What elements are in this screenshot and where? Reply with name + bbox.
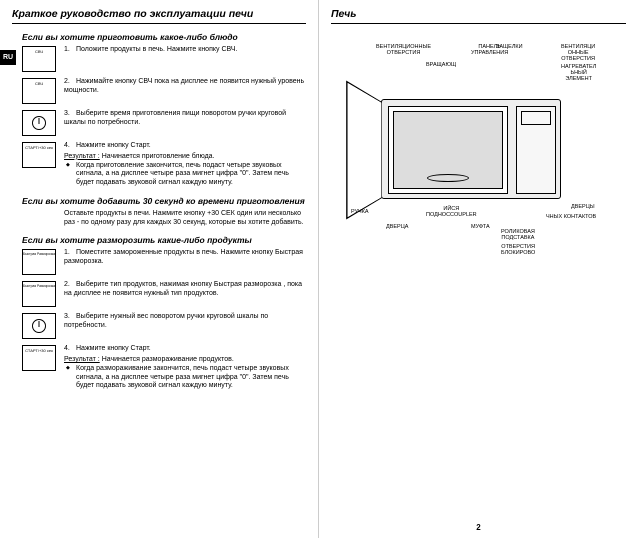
label-door: ДВЕРЦА [386, 224, 408, 230]
oven-diagram: ВЕНТИЛЯЦИОННЫЕ ОТВЕРСТИЯ ПАНЕЛЬ УПРАВЛЕН… [331, 44, 616, 254]
ru-tab: RU [0, 50, 16, 65]
step-icon: СВЧ [22, 78, 56, 104]
label-safety: ЧНЫХ КОНТАКТОВ [546, 214, 596, 220]
step-icon: СТАРТ/+30 сек [22, 345, 56, 371]
section3-steps: Быстрая Разморозка 1.Поместите заморожен… [22, 249, 306, 391]
label-muft: МУФТА [471, 224, 490, 230]
section1-heading: Если вы хотите приготовить какое-либо бл… [22, 32, 306, 42]
section2-heading: Если вы хотите добавить 30 секунд ко вре… [22, 196, 306, 206]
label-dvercy: ДВЕРЦЫ [571, 204, 595, 210]
step-icon [22, 110, 56, 136]
step: Оставьте продукты в печи. Нажмите кнопку… [22, 210, 306, 228]
label-handle: РУЧКА [351, 209, 369, 215]
label-heater: НАГРЕВАТЕЛ ЬНЫЙ ЭЛЕМЕНТ [561, 64, 596, 82]
label-latch: ЗАЩЕЛКИ [496, 44, 523, 50]
label-roller: РОЛИКОВАЯ ПОДСТАВКА [501, 229, 535, 241]
step-icon: СТАРТ/+30 сек [22, 142, 56, 168]
step: СВЧ 2.Нажимайте кнопку СВЧ пока на диспл… [22, 78, 306, 104]
right-column: Печь ВЕНТИЛЯЦИОННЫЕ ОТВЕРСТИЯ ПАНЕЛЬ УПР… [319, 0, 638, 538]
left-title: Краткое руководство по эксплуатации печи [12, 8, 306, 24]
label-vent2: ВЕНТИЛЯЦИ ОННЫЕ ОТВЕРСТИЯ [561, 44, 595, 62]
section1-steps: СВЧ 1.Положите продукты в печь. Нажмите … [22, 46, 306, 188]
step-icon: СВЧ [22, 46, 56, 72]
oven-cavity [393, 111, 503, 189]
step-icon: Быстрая Разморозка [22, 249, 56, 275]
step-icon: Быстрая Разморозка [22, 281, 56, 307]
oven-door [346, 80, 382, 219]
dial-icon [32, 116, 46, 130]
oven-body [381, 99, 561, 199]
step: Быстрая Разморозка 1.Поместите заморожен… [22, 249, 306, 275]
step: СТАРТ/+30 сек 4.Нажмите кнопку Старт. Ре… [22, 345, 306, 391]
label-coupler: ИЙСЯ ПОДНОСCOUPLER [426, 206, 477, 218]
step: Быстрая Разморозка 2.Выберите тип продук… [22, 281, 306, 307]
step: СТАРТ/+30 сек 4.Нажмите кнопку Старт. Ре… [22, 142, 306, 188]
section3-heading: Если вы хотите разморозить какие-либо пр… [22, 235, 306, 245]
step: 3.Выберите нужный вес поворотом ручки кр… [22, 313, 306, 339]
label-vent: ВЕНТИЛЯЦИОННЫЕ ОТВЕРСТИЯ [376, 44, 431, 56]
left-column: RU Краткое руководство по эксплуатации п… [0, 0, 319, 538]
step-icon [22, 313, 56, 339]
page-number: 2 [476, 523, 480, 532]
right-title: Печь [331, 8, 626, 24]
oven-control-panel [516, 106, 556, 194]
step: 3.Выберите время приготовления пищи пово… [22, 110, 306, 136]
label-rotate: ВРАЩАЮЩ [426, 62, 456, 68]
dial-icon [32, 319, 46, 333]
label-lock: ОТВЕРСТИЯ БЛОКИРОВО [501, 244, 535, 256]
oven-inner [388, 106, 508, 194]
step: СВЧ 1.Положите продукты в печь. Нажмите … [22, 46, 306, 72]
